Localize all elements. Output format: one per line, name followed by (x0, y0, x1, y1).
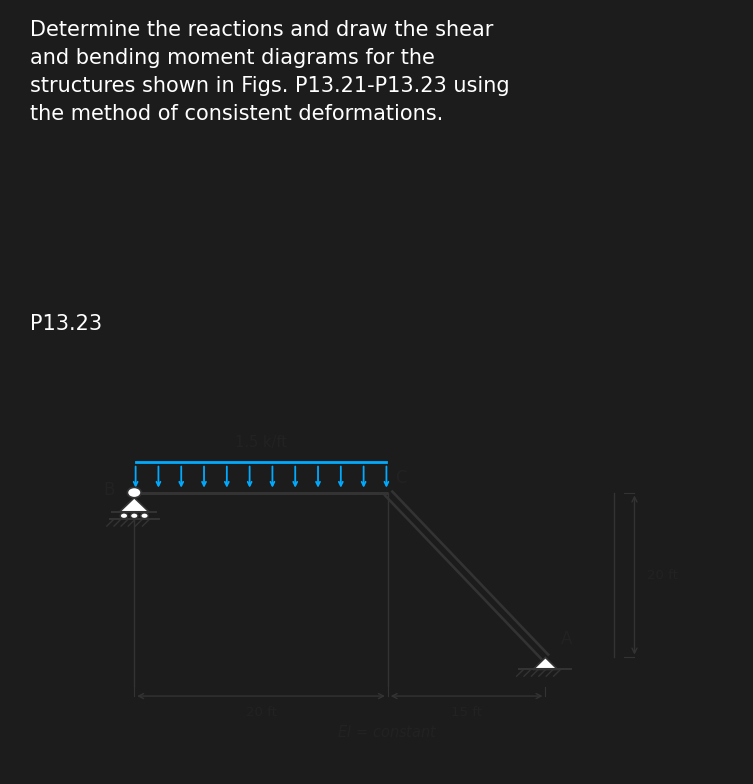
Text: 20 ft: 20 ft (245, 706, 276, 720)
Circle shape (141, 513, 148, 518)
Circle shape (127, 488, 141, 498)
Text: B: B (104, 481, 115, 499)
Text: A: A (560, 630, 572, 648)
Polygon shape (119, 498, 149, 512)
Circle shape (120, 513, 128, 518)
Text: P13.23: P13.23 (30, 314, 102, 334)
Text: Determine the reactions and draw the shear
and bending moment diagrams for the
s: Determine the reactions and draw the she… (30, 20, 510, 124)
Text: 1.5 k/ft: 1.5 k/ft (235, 435, 287, 450)
Polygon shape (533, 658, 558, 670)
Text: 20 ft: 20 ft (647, 568, 678, 582)
Text: C: C (395, 470, 406, 488)
Circle shape (130, 513, 138, 518)
Text: $EI$ = constant: $EI$ = constant (337, 724, 438, 740)
Text: 15 ft: 15 ft (451, 706, 482, 720)
